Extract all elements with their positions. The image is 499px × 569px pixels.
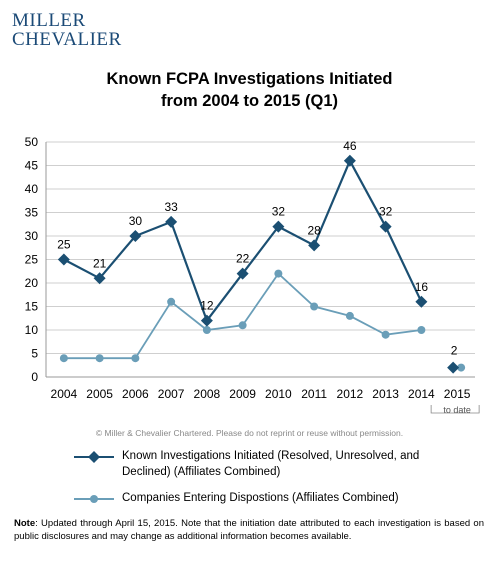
y-tick-label: 25 xyxy=(25,253,39,267)
series-line-dispositions xyxy=(63,272,422,360)
data-label: 25 xyxy=(57,238,71,252)
footnote-text: : Updated through April 15, 2015. Note t… xyxy=(14,518,484,542)
data-point-investigations xyxy=(447,361,460,374)
data-point-investigations xyxy=(379,220,392,233)
legend-item-dispositions: Companies Entering Dispostions (Affiliat… xyxy=(72,490,472,506)
x-tick-label: 2015 xyxy=(444,387,471,401)
data-point-investigations xyxy=(236,267,249,280)
footnote-label: Note xyxy=(14,518,36,529)
legend-label-investigations-1: Known Investigations Initiated (Resolved… xyxy=(122,450,420,462)
data-label: 2 xyxy=(451,344,458,358)
x-tick-label: 2005 xyxy=(86,387,113,401)
data-point-investigations xyxy=(272,220,285,233)
x-tick-label: 2014 xyxy=(408,387,435,401)
chart-title-line-1: Known FCPA Investigations Initiated xyxy=(106,70,393,88)
legend-label-dispositions: Companies Entering Dispostions (Affiliat… xyxy=(122,492,399,504)
y-tick-label: 15 xyxy=(25,300,39,314)
data-point-dispositions xyxy=(381,330,390,339)
y-tick-label: 5 xyxy=(31,347,38,361)
data-point-investigations xyxy=(308,239,321,252)
data-label: 12 xyxy=(200,299,214,313)
data-label: 32 xyxy=(379,205,393,219)
data-point-dispositions xyxy=(274,269,283,278)
legend-circle-icon xyxy=(74,495,114,503)
chart-title-line-2: from 2004 to 2015 (Q1) xyxy=(161,92,338,110)
data-point-dispositions xyxy=(457,363,466,372)
y-tick-label: 0 xyxy=(31,370,38,384)
logo-line-1: MILLER xyxy=(12,10,86,31)
data-label: 32 xyxy=(272,205,286,219)
y-tick-label: 40 xyxy=(25,182,39,196)
x-tick-label: 2009 xyxy=(229,387,256,401)
x-tick-label: 2012 xyxy=(337,387,364,401)
y-tick-label: 10 xyxy=(25,323,39,337)
data-point-dispositions xyxy=(95,354,104,363)
legend-diamond-icon xyxy=(74,451,114,463)
x-tick-label: 2008 xyxy=(194,387,221,401)
data-point-investigations xyxy=(343,154,356,167)
data-label: 22 xyxy=(236,252,250,266)
data-point-dispositions xyxy=(417,326,426,334)
data-point-investigations xyxy=(129,230,142,242)
logo-line-2: CHEVALIER xyxy=(12,29,122,50)
data-label: 33 xyxy=(164,200,178,214)
y-tick-label: 45 xyxy=(25,159,39,173)
data-point-investigations xyxy=(93,272,106,285)
data-label: 16 xyxy=(415,280,429,294)
company-logo: MILLER CHEVALIER xyxy=(12,11,122,49)
x-tick-label: 2006 xyxy=(122,387,149,401)
to-date-label: to date xyxy=(443,405,471,415)
x-tick-label: 2007 xyxy=(158,387,185,401)
copyright-notice: © Miller & Chevalier Chartered. Please d… xyxy=(95,428,404,438)
data-point-dispositions xyxy=(202,326,211,334)
y-tick-label: 50 xyxy=(25,135,39,149)
data-point-dispositions xyxy=(345,311,354,320)
footnote: Note: Updated through April 15, 2015. No… xyxy=(14,518,484,543)
x-tick-label: 2013 xyxy=(372,387,399,401)
y-tick-label: 35 xyxy=(25,206,39,220)
data-label: 21 xyxy=(93,256,107,270)
line-chart: 0 5 10 15 20 25 30 35 40 45 50 2004 2005 2006 2007 2008… xyxy=(25,135,480,415)
data-label: 28 xyxy=(307,223,321,237)
data-label: 46 xyxy=(343,139,357,153)
data-point-dispositions xyxy=(167,297,176,306)
data-point-dispositions xyxy=(131,354,140,363)
y-tick-label: 30 xyxy=(25,229,39,243)
data-point-investigations xyxy=(200,314,213,327)
to-date-bracket xyxy=(430,405,480,414)
x-tick-label: 2010 xyxy=(265,387,292,401)
x-tick-label: 2004 xyxy=(51,387,78,401)
data-label: 30 xyxy=(129,214,143,228)
legend-item-investigations: Known Investigations Initiated (Resolved… xyxy=(72,448,472,480)
series-line-investigations xyxy=(63,158,423,323)
legend-label-investigations-2: Declined) (Affiliates Combined) xyxy=(122,466,281,478)
chart-legend: Known Investigations Initiated (Resolved… xyxy=(72,448,472,516)
y-tick-label: 20 xyxy=(25,276,39,290)
data-point-dispositions xyxy=(238,321,247,330)
data-point-dispositions xyxy=(59,354,68,363)
chart-title: Known FCPA Investigations Initiated from… xyxy=(0,68,499,112)
data-point-investigations xyxy=(165,215,178,228)
x-tick-label: 2011 xyxy=(301,387,327,401)
data-point-investigations xyxy=(57,253,70,266)
data-point-dispositions xyxy=(310,302,319,311)
data-point-investigations xyxy=(415,295,428,308)
